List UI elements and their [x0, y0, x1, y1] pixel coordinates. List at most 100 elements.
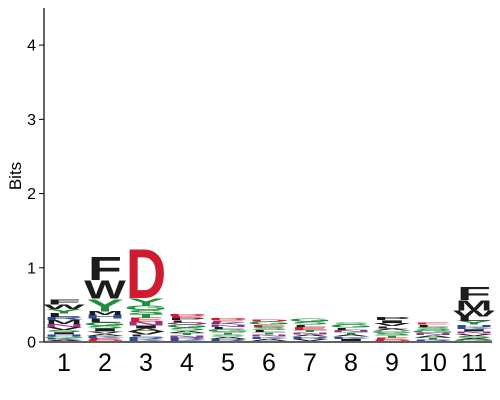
- logo-letter: G: [370, 330, 413, 333]
- logo-letter: S: [332, 322, 369, 325]
- logo-letter: M: [87, 310, 124, 316]
- logo-letter: I: [127, 325, 165, 330]
- y-tick-label: 3: [27, 112, 36, 129]
- y-axis-title: Bits: [6, 162, 25, 190]
- logo-letter: D: [208, 317, 248, 320]
- logo-letter: G: [329, 324, 372, 329]
- y-tick-label: 0: [27, 335, 36, 352]
- logo-letter: T: [416, 337, 450, 340]
- logo-letter: N: [208, 324, 248, 327]
- logo-letter: A: [85, 333, 125, 336]
- logo-letter: N: [331, 329, 371, 332]
- logo-letter: A: [372, 328, 412, 331]
- logo-letter: I: [332, 338, 370, 341]
- logo-letter: L: [375, 326, 409, 329]
- logo-letter: H: [454, 324, 494, 327]
- logo-letter: E: [373, 337, 410, 340]
- logo-letter: E: [414, 322, 451, 325]
- y-tick-label: 2: [27, 186, 36, 203]
- x-tick-label: 2: [98, 349, 112, 377]
- logo-letter: E: [209, 320, 246, 323]
- logo-letter: P: [373, 317, 410, 322]
- x-tick-label: 10: [419, 349, 447, 377]
- logo-letter: T: [375, 335, 409, 338]
- logo-letter: K: [126, 338, 167, 341]
- logo-letter: A: [454, 338, 494, 340]
- logo-letter: N: [126, 321, 166, 327]
- logo-letter: S: [209, 334, 246, 337]
- logo-letter: L: [211, 326, 245, 329]
- logo-letter: W: [43, 303, 85, 310]
- logo-letter: L: [252, 329, 286, 332]
- logo-letter: G: [411, 329, 454, 334]
- logo-letter: G: [206, 328, 249, 333]
- logo-letter: D: [85, 339, 125, 341]
- logo-letter: N: [167, 335, 207, 338]
- logo-letter: T: [252, 332, 286, 335]
- x-axis: 1 2 3 4 5 6 7 8 9 10 11: [44, 341, 492, 377]
- logo-letter: V: [45, 326, 83, 331]
- x-tick-label: 9: [385, 349, 399, 377]
- logo-letter: S: [127, 309, 164, 316]
- logo-letter: G: [247, 321, 290, 326]
- logo-letter: G: [452, 339, 495, 341]
- logo-letter: K: [85, 335, 126, 338]
- logo-letter: K: [454, 326, 495, 329]
- logo-letter: E: [86, 338, 123, 340]
- logo-letter: V: [86, 331, 124, 334]
- logo-letter: T: [293, 329, 327, 332]
- logo-letter: F: [457, 283, 491, 304]
- logo-letter: T: [211, 332, 245, 335]
- logo-letter: I: [373, 319, 411, 324]
- logo-letter: S: [455, 335, 492, 338]
- logo-letter: Y: [455, 320, 492, 326]
- y-tick-label: 4: [27, 38, 36, 55]
- logo-letter: R: [126, 336, 166, 339]
- logo-letter: M: [46, 319, 83, 325]
- logo-letter: A: [413, 335, 453, 338]
- logo-letter: N: [454, 331, 494, 334]
- logo-letter: N: [44, 323, 84, 328]
- letter-stacks: AKGHISVNMRLYWFDEKAVISGLHMYWFKRLVAINETSGY…: [42, 236, 495, 342]
- logo-letter: S: [168, 327, 205, 332]
- logo-letter: A: [290, 334, 330, 337]
- logo-letter: R: [413, 339, 453, 341]
- logo-letter: S: [86, 325, 123, 330]
- logo-letter: G: [42, 336, 85, 338]
- logo-letter: G: [124, 304, 167, 311]
- logo-letter: V: [455, 333, 493, 336]
- logo-letter: A: [331, 334, 371, 337]
- logo-letter: A: [44, 339, 84, 341]
- logo-letter: H: [85, 314, 125, 320]
- logo-letter: R: [290, 336, 330, 339]
- logo-letter: R: [167, 337, 207, 340]
- logo-letter: S: [414, 326, 451, 331]
- logo-letter: S: [373, 332, 410, 335]
- logo-letter: L: [457, 316, 491, 323]
- logo-letter: N: [290, 332, 330, 335]
- logo-letter: V: [127, 331, 165, 336]
- logo-letter: G: [165, 324, 208, 329]
- logo-letter: Y: [127, 296, 165, 308]
- logo-letter: V: [291, 338, 329, 341]
- logo-letter: E: [250, 324, 287, 327]
- logo-letter: A: [126, 328, 166, 333]
- logo-letter: L: [334, 327, 368, 330]
- logo-letter: R: [208, 338, 248, 341]
- logo-letter: K: [44, 338, 85, 340]
- logo-letter: D: [249, 319, 289, 322]
- logo-letter: N: [249, 334, 289, 337]
- logo-letter: D: [167, 313, 207, 316]
- logo-letter: L: [170, 320, 204, 323]
- logo-letter: H: [44, 334, 84, 337]
- logo-letter: W: [453, 309, 495, 318]
- logo-letter: I: [45, 332, 83, 335]
- logo-letter: K: [249, 336, 290, 339]
- logo-letter: A: [208, 336, 248, 339]
